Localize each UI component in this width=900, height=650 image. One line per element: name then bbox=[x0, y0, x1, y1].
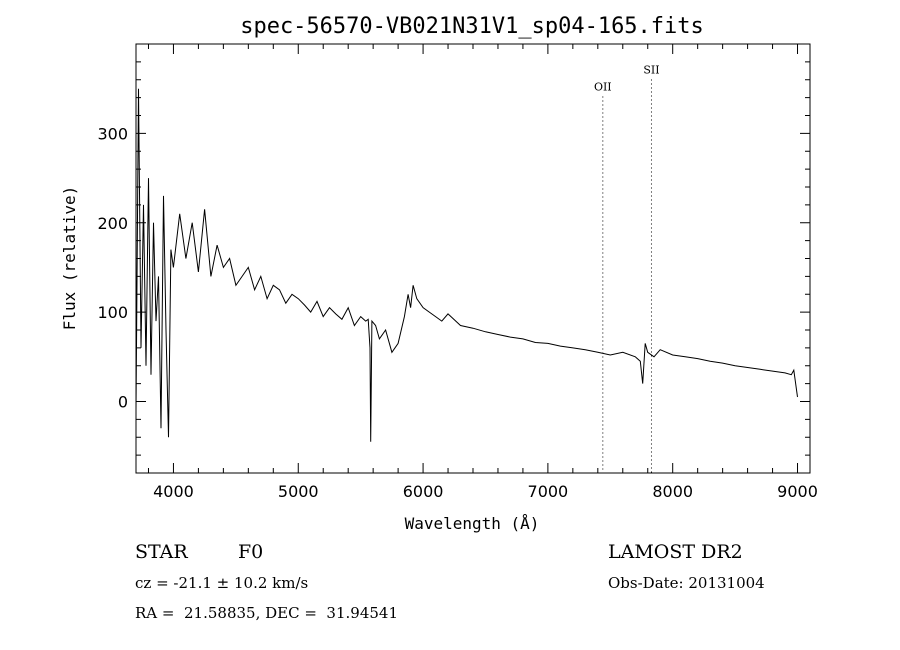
redshift-info: cz = -21.1 ± 10.2 km/s bbox=[135, 574, 309, 592]
y-tick-label: 200 bbox=[97, 214, 128, 233]
coordinates: RA = 21.58835, DEC = 31.94541 bbox=[135, 604, 399, 622]
x-tick-label: 6000 bbox=[403, 482, 444, 501]
plot-area: 4000 5000 6000 7000 8000 9000 0 100 200 300 OII SII bbox=[97, 43, 818, 501]
y-tick-label: 100 bbox=[97, 303, 128, 322]
y-axis-label: Flux (relative) bbox=[60, 186, 79, 331]
x-tick-label: 4000 bbox=[153, 482, 194, 501]
y-tick-label: 0 bbox=[118, 393, 128, 412]
y-tick-label: 300 bbox=[97, 124, 128, 143]
survey-name: LAMOST DR2 bbox=[608, 541, 743, 563]
line-marker-label: OII bbox=[594, 80, 612, 93]
object-type: STAR bbox=[135, 541, 188, 563]
x-tick-label: 5000 bbox=[278, 482, 319, 501]
line-marker-label: SII bbox=[643, 63, 659, 76]
chart-title: spec-56570-VB021N31V1_sp04-165.fits bbox=[240, 14, 704, 39]
x-tick-label: 7000 bbox=[528, 482, 569, 501]
spectrum-line bbox=[135, 88, 798, 442]
x-tick-label: 9000 bbox=[777, 482, 818, 501]
spectral-subclass: F0 bbox=[238, 541, 264, 563]
plot-frame bbox=[135, 43, 811, 474]
x-axis-label: Wavelength (Å) bbox=[405, 514, 540, 533]
observation-date: Obs-Date: 20131004 bbox=[608, 574, 765, 592]
x-tick-label: 8000 bbox=[652, 482, 693, 501]
